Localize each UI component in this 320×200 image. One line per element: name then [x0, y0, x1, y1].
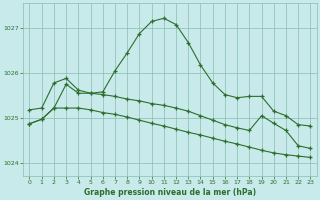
X-axis label: Graphe pression niveau de la mer (hPa): Graphe pression niveau de la mer (hPa): [84, 188, 256, 197]
